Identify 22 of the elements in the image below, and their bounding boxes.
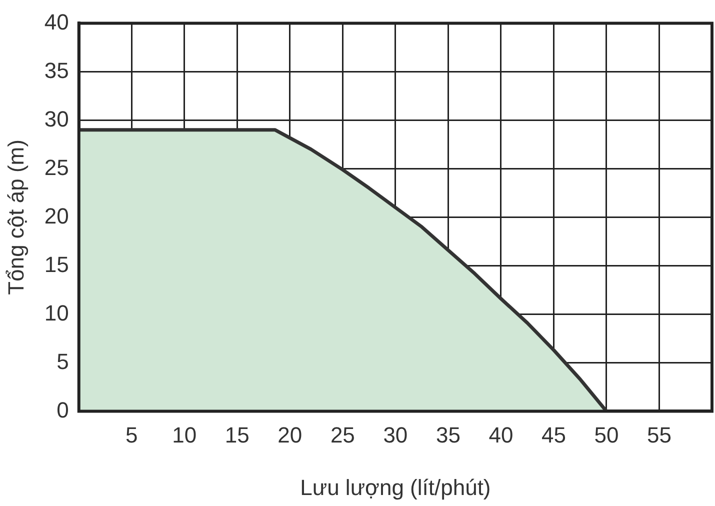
y-tick-label: 20 xyxy=(44,203,69,228)
x-tick-label: 5 xyxy=(126,422,138,448)
x-tick-label: 25 xyxy=(330,422,355,448)
x-tick-label: 15 xyxy=(224,422,250,448)
y-tick-label: 15 xyxy=(44,252,69,277)
x-tick-label: 10 xyxy=(172,422,197,448)
x-axis-title: Lưu lượng (lít/phút) xyxy=(300,474,491,500)
y-tick-label: 30 xyxy=(44,106,69,132)
x-tick-label: 55 xyxy=(646,422,672,448)
x-tick-label: 35 xyxy=(436,422,460,448)
x-tick-label: 50 xyxy=(594,422,619,448)
y-tick-label: 35 xyxy=(44,58,69,83)
x-tick-label: 45 xyxy=(541,422,566,448)
y-axis-title: Tổng cột áp (m) xyxy=(3,140,28,295)
x-tick-label: 20 xyxy=(278,422,302,448)
y-tick-label: 25 xyxy=(44,154,69,180)
x-tick-label: 30 xyxy=(383,422,408,448)
y-tick-label: 10 xyxy=(44,300,69,326)
x-tick-label: 40 xyxy=(488,422,514,448)
y-tick-label: 5 xyxy=(56,348,69,374)
y-tick-label: 40 xyxy=(44,9,69,34)
y-tick-label: 0 xyxy=(56,397,69,422)
